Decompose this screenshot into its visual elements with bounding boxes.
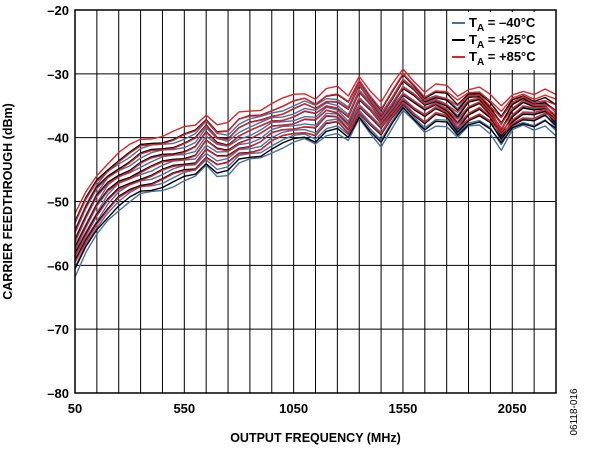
legend: TA = –40°CTA = +25°CTA = +85°C: [448, 12, 554, 70]
series-line: [74, 106, 557, 270]
x-tick-label: 1550: [388, 401, 417, 416]
x-tick-label: 2050: [498, 401, 527, 416]
figure-code: 06118-016: [569, 388, 580, 436]
legend-label-symbol: T: [469, 15, 477, 30]
y-tick-label: –60: [47, 258, 69, 273]
series-line: [74, 68, 557, 214]
y-axis-label: CARRIER FEEDTHROUGH (dBm): [1, 103, 15, 300]
y-tick-label: –30: [47, 67, 69, 82]
x-tick-label: 50: [68, 401, 82, 416]
legend-label-subscript: A: [477, 57, 484, 68]
series-line: [74, 102, 557, 263]
series-line: [74, 104, 557, 268]
x-tick-labels: 50 550 1050 1550 2050: [68, 401, 527, 416]
legend-label-symbol: T: [469, 49, 477, 64]
legend-label-subscript: A: [477, 23, 484, 34]
series-lines: [74, 68, 557, 278]
series-line: [74, 98, 557, 256]
grid-lines: [75, 10, 556, 393]
legend-label-value: = –40°C: [484, 15, 536, 30]
series-line: [74, 79, 557, 234]
legend-label-value: = +85°C: [484, 49, 536, 64]
y-tick-labels: –80 –70 –60 –50 –40 –30 –20: [47, 3, 69, 401]
y-tick-label: –50: [47, 195, 69, 210]
x-tick-label: 1050: [279, 401, 308, 416]
series-line: [74, 72, 557, 224]
legend-label-symbol: T: [469, 32, 477, 47]
legend-label-value: = +25°C: [484, 32, 536, 47]
legend-background: [448, 12, 554, 70]
y-tick-label: –70: [47, 322, 69, 337]
series-line: [74, 109, 557, 278]
plot-frame: [74, 9, 557, 394]
legend-label: TA = –40°C: [469, 15, 536, 34]
series-line: [74, 86, 557, 243]
x-tick-label: 550: [173, 401, 195, 416]
y-tick-label: –40: [47, 131, 69, 146]
legend-label: TA = +25°C: [469, 32, 536, 51]
legend-label: TA = +85°C: [469, 49, 536, 68]
x-axis-label: OUTPUT FREQUENCY (MHz): [230, 431, 401, 445]
y-tick-label: –80: [47, 386, 69, 401]
y-tick-label: –20: [47, 3, 69, 18]
legend-label-subscript: A: [477, 40, 484, 51]
series-line: [74, 93, 557, 250]
